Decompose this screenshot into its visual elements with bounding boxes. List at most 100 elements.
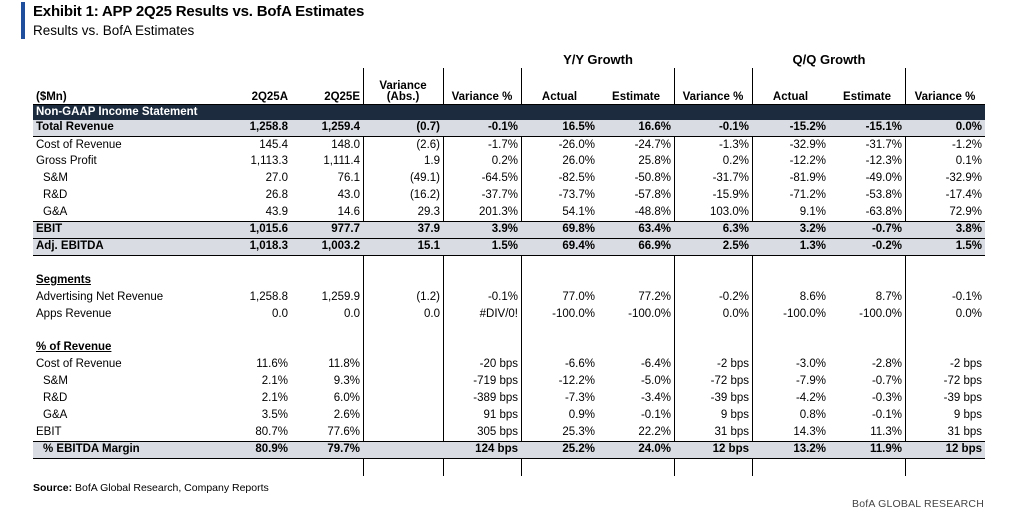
table-row: Apps Revenue 0.0 0.0 0.0 #DIV/0! -100.0% -100.… [33, 306, 985, 323]
table-cell: -100.0% [628, 307, 671, 320]
table-cell: -1.2% [951, 138, 982, 151]
table-cell: -24.7% [634, 138, 671, 151]
col-header-yy-estimate: Estimate [612, 91, 660, 103]
section-header-pct-revenue: % of Revenue [33, 340, 985, 357]
table-cell: -0.2% [829, 237, 905, 256]
table-cell: -81.9% [789, 172, 826, 185]
table-row: G&A 43.9 14.6 29.3 201.3% 54.1% -48.8% 103.0% 9.… [33, 204, 985, 221]
table-cell: -0.1% [951, 290, 982, 303]
yy-growth-header: Y/Y Growth [563, 52, 633, 67]
table-cell: 72.9% [949, 205, 982, 218]
table-row: EBIT 1,015.6 977.7 37.9 3.9% 69.8% 63.4% 6.3% 3.… [33, 220, 985, 239]
exhibit-title: Exhibit 1: APP 2Q25 Results vs. BofA Est… [33, 3, 365, 20]
col-header-units: ($Mn) [36, 91, 67, 103]
table-cell: 124 bps [443, 440, 521, 459]
table-row: S&M 2.1% 9.3% -719 bps -12.2% -5.0% -72 bps -7.… [33, 374, 985, 391]
title-accent-bar [21, 2, 25, 39]
table-cell: 43.9 [265, 205, 288, 218]
table-cell: 80.9% [218, 440, 291, 459]
spacer-row [33, 323, 985, 340]
row-label: G&A [43, 205, 68, 218]
table-cell: -719 bps [473, 375, 518, 388]
table-cell: -15.1% [829, 120, 905, 138]
table-cell: 1.5% [443, 237, 521, 256]
table-cell: 0.1% [955, 155, 982, 168]
table-cell: 12 bps [674, 440, 752, 459]
table-cell: 31 bps [714, 425, 749, 438]
table-cell: -6.4% [640, 358, 671, 371]
table-cell: 1,259.4 [291, 120, 363, 138]
table-cell: 26.0% [562, 155, 595, 168]
table-row: R&D 26.8 43.0 (16.2) -37.7% -73.7% -57.8% -15.9… [33, 188, 985, 205]
table-cell: -12.2% [789, 155, 826, 168]
table-cell: -31.7% [865, 138, 902, 151]
table-cell: 1,113.3 [250, 155, 288, 168]
table-cell: 1.3% [752, 237, 829, 256]
table-cell: 79.7% [291, 440, 363, 459]
table-cell: 0.0% [722, 307, 749, 320]
table-cell: 27.0 [265, 172, 288, 185]
table-cell: 201.3% [478, 205, 518, 218]
row-label: Adj. EBITDA [33, 237, 218, 256]
table-cell: 3.8% [905, 220, 985, 239]
table-cell: 977.7 [291, 220, 363, 239]
table-cell [363, 407, 443, 424]
table-cell: -20 bps [479, 358, 518, 371]
table-row: EBIT 80.7% 77.6% 305 bps 25.3% 22.2% 31 bps 14.… [33, 424, 985, 441]
table-cell: (2.6) [416, 138, 440, 151]
table-cell: -4.2% [795, 392, 826, 405]
table-cell: -32.9% [945, 172, 982, 185]
table-cell: 9.1% [799, 205, 826, 218]
table-cell: 12 bps [905, 440, 985, 459]
table-cell: -0.2% [718, 290, 749, 303]
col-divider [674, 68, 675, 476]
table-cell: 11.6% [256, 358, 288, 371]
table-row: Cost of Revenue 11.6% 11.8% -20 bps -6.6% -6.… [33, 357, 985, 374]
table-cell: -2 bps [717, 358, 749, 371]
table-cell: -0.7% [829, 220, 905, 239]
row-label: Cost of Revenue [36, 358, 122, 371]
table-cell: -100.0% [552, 307, 595, 320]
table-cell: -0.1% [640, 409, 671, 422]
row-label: Apps Revenue [36, 307, 112, 320]
row-label: G&A [43, 409, 68, 422]
table-cell: -50.8% [634, 172, 671, 185]
table-cell: 54.1% [562, 205, 595, 218]
table-row: Adj. EBITDA 1,018.3 1,003.2 15.1 1.5% 69.4% 66… [33, 237, 985, 256]
table-cell: 22.2% [638, 425, 671, 438]
row-label: % EBITDA Margin [33, 440, 218, 459]
table-cell: -0.1% [871, 409, 902, 422]
table-cell: 66.9% [598, 237, 674, 256]
table-cell: 76.1 [337, 172, 360, 185]
table-cell: 0.2% [491, 155, 518, 168]
table-cell: 37.9 [363, 220, 443, 239]
table-cell: 1,015.6 [218, 220, 291, 239]
table-cell: 3.2% [752, 220, 829, 239]
table-cell: 69.4% [521, 237, 598, 256]
table-cell: 3.9% [443, 220, 521, 239]
col-header-qq-variance: Variance % [914, 91, 976, 103]
row-label: S&M [43, 375, 68, 388]
table-cell: 77.6% [327, 425, 360, 438]
col-divider [443, 68, 444, 476]
col-header-qq-actual: Actual [772, 91, 809, 103]
row-label: EBIT [33, 220, 218, 239]
table-cell: 1,003.2 [291, 237, 363, 256]
row-label: Cost of Revenue [36, 138, 122, 151]
table-cell: -2.8% [871, 358, 902, 371]
table-row: % EBITDA Margin 80.9% 79.7% 124 bps 25.2% 24.… [33, 440, 985, 459]
table-cell [363, 357, 443, 374]
table-cell: 8.7% [875, 290, 902, 303]
table-cell: -5.0% [640, 375, 671, 388]
table-cell: 2.1% [261, 392, 288, 405]
col-header-yy-variance: Variance % [682, 91, 744, 103]
table-cell: -0.1% [674, 120, 752, 138]
table-cell: 0.8% [799, 409, 826, 422]
table-cell: 16.5% [521, 120, 598, 138]
table-cell: 77.0% [562, 290, 595, 303]
table-cell: -72 bps [943, 375, 982, 388]
table-cell [363, 424, 443, 441]
table-cell: -0.1% [443, 120, 521, 138]
row-label: EBIT [36, 425, 62, 438]
source-text: BofA Global Research, Company Reports [72, 482, 269, 494]
